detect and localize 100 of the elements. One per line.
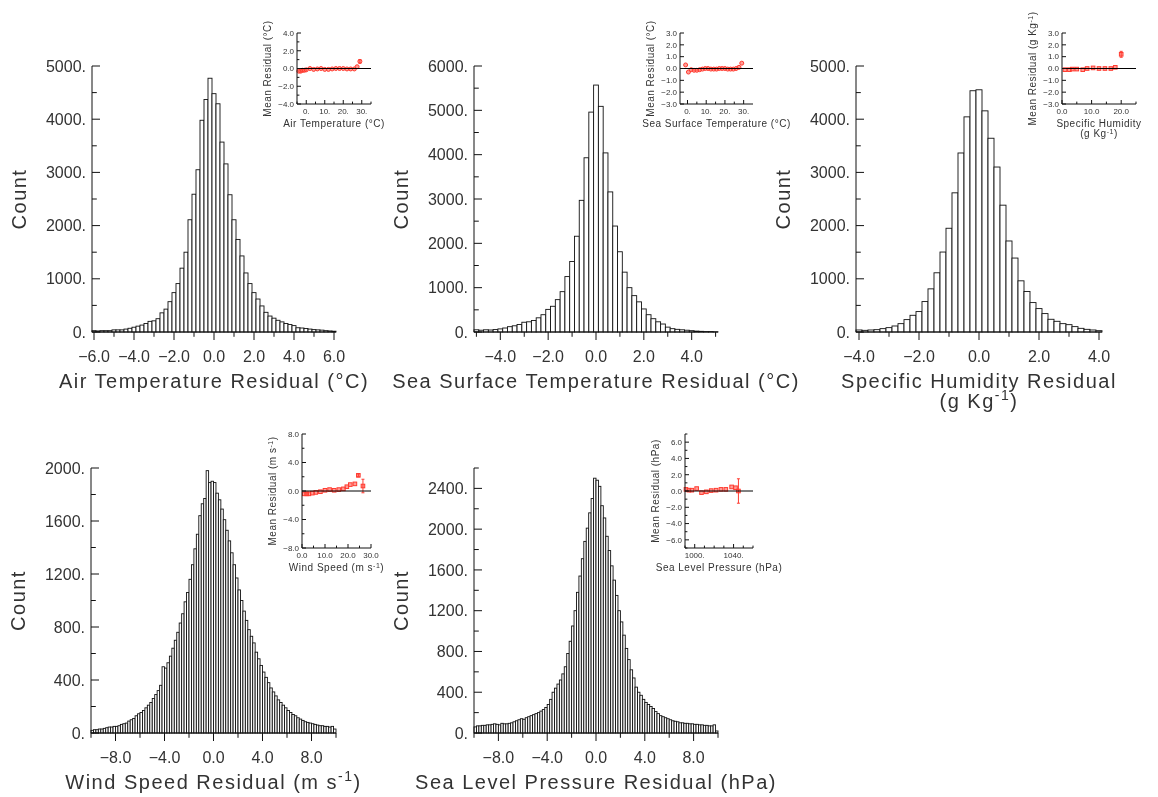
y-tick-label: 2.0	[282, 46, 295, 56]
y-tick-label: 2000.	[44, 459, 85, 477]
x-axis-title: Sea Level Pressure Residual (hPa)	[415, 771, 777, 793]
x-tick-label: 0.0	[584, 749, 608, 766]
y-tick-label: 1200.	[44, 565, 85, 583]
y-tick-label: 0.	[454, 724, 468, 742]
x-axis-title: Specific Humidity (g Kg$^{-1}$)	[1056, 118, 1142, 139]
y-axis-title: Count	[7, 570, 29, 631]
x-tick-label: 20.	[719, 107, 731, 116]
y-axis-title: Mean Residual (hPa)	[650, 439, 661, 543]
y-tick-label: −6.0	[666, 535, 683, 545]
y-tick-label: 3000.	[45, 164, 86, 181]
x-tick-label: 0.0	[1056, 107, 1069, 116]
x-tick-label: 10.	[319, 107, 331, 116]
y-tick-label: 4000.	[809, 110, 850, 128]
y-tick-label: 0.	[71, 724, 85, 742]
x-tick-label: 8.0	[300, 749, 323, 766]
y-tick-label: 1000.	[427, 279, 468, 297]
y-tick-label: 0.0	[1047, 64, 1060, 74]
y-tick-label: 2000.	[45, 217, 86, 235]
y-tick-label: 1200.	[427, 602, 468, 620]
y-tick-label: 800.	[53, 618, 85, 636]
y-tick-label: 1000.	[45, 270, 86, 288]
y-tick-label: −1.0	[661, 76, 678, 86]
y-tick-label: 6000.	[427, 57, 468, 75]
x-tick-label: −4.0	[531, 749, 564, 766]
y-axis-title: Count	[772, 168, 794, 230]
y-tick-label: 0.	[72, 323, 86, 341]
x-tick-label: −4.0	[148, 749, 181, 766]
y-tick-label: 800.	[436, 643, 468, 661]
x-tick-label: −2.0	[158, 348, 190, 365]
x-axis-title: Air Temperature Residual (°C)	[58, 370, 370, 392]
y-tick-label: 2000.	[427, 520, 468, 538]
y-tick-label: 3000.	[809, 164, 850, 181]
x-tick-label: 8.0	[682, 749, 705, 766]
y-tick-label: 5000.	[427, 101, 468, 119]
y-tick-label: −4.0	[283, 515, 300, 525]
x-tick-label: 0.0	[584, 348, 608, 365]
y-axis-title: Count	[390, 570, 412, 631]
x-tick-label: 30.	[356, 107, 368, 116]
y-tick-label: 0.0	[670, 486, 683, 496]
y-tick-label: −3.0	[661, 99, 678, 109]
y-tick-label: 0.0	[287, 486, 300, 496]
x-tick-label: 0.0	[296, 551, 309, 560]
y-tick-label: 2.0	[670, 470, 683, 480]
y-tick-label: 2000.	[809, 217, 850, 235]
x-tick-label: 30.	[738, 107, 750, 116]
x-tick-label: 10.	[700, 107, 712, 116]
y-tick-label: 4.0	[670, 454, 683, 464]
x-tick-label: 2.0	[242, 348, 266, 365]
x-tick-label: 10.0	[1083, 107, 1100, 116]
x-axis-title: Sea Level Pressure (hPa)	[655, 562, 783, 573]
y-tick-label: 8.0	[287, 429, 300, 439]
y-tick-label: 2.0	[665, 40, 678, 50]
x-tick-label: −4.0	[118, 348, 150, 365]
x-tick-label: 20.0	[340, 551, 357, 560]
x-tick-label: 4.0	[1087, 348, 1111, 365]
x-axis-title: Wind Speed Residual (m s$^{-1}$)	[65, 768, 362, 793]
y-tick-label: −2.0	[666, 503, 683, 513]
x-tick-label: 10.0	[317, 551, 334, 560]
y-tick-label: 1.0	[1047, 52, 1060, 62]
y-axis-title: Mean Residual (°C)	[262, 20, 273, 117]
y-tick-label: 400.	[436, 683, 468, 701]
x-tick-label: 6.0	[322, 348, 346, 365]
y-tick-label: 400.	[53, 671, 85, 689]
y-tick-label: 1600.	[427, 561, 468, 579]
x-tick-label: −4.0	[484, 348, 517, 365]
x-axis-title: Air Temperature (°C)	[283, 118, 385, 129]
y-tick-label: 2000.	[427, 234, 468, 252]
y-tick-label: 0.0	[282, 64, 295, 74]
y-tick-label: 3.0	[665, 28, 678, 38]
y-tick-label: 2400.	[427, 479, 468, 497]
x-axis-title: Sea Surface Temperature (°C)	[642, 118, 791, 129]
x-tick-label: 20.	[337, 107, 349, 116]
x-tick-label: 0.0	[967, 348, 991, 365]
y-tick-label: 2.0	[1047, 40, 1060, 50]
y-tick-label: 4000.	[45, 110, 86, 128]
x-axis-title: Sea Surface Temperature Residual (°C)	[392, 370, 800, 392]
y-tick-label: −8.0	[283, 543, 300, 553]
y-axis-title: Count	[390, 168, 412, 230]
x-tick-label: 20.0	[1113, 107, 1130, 116]
y-tick-label: −4.0	[278, 99, 295, 109]
x-tick-label: −2.0	[903, 348, 935, 365]
x-tick-label: 1040.	[723, 551, 744, 560]
x-tick-label: 30.0	[363, 551, 380, 560]
y-tick-label: 4.0	[282, 28, 295, 38]
y-tick-label: −2.0	[1043, 87, 1060, 97]
y-tick-label: 0.	[836, 323, 850, 341]
x-tick-label: −4.0	[843, 348, 875, 365]
x-axis-title: Wind Speed (m s$^{-1}$)	[288, 561, 385, 573]
x-tick-label: 0.	[302, 107, 310, 116]
y-tick-label: 1600.	[44, 512, 85, 530]
y-tick-label: −2.0	[278, 82, 295, 92]
y-tick-label: 5000.	[45, 57, 86, 75]
y-tick-label: −1.0	[1043, 76, 1060, 86]
y-tick-label: −4.0	[666, 519, 683, 529]
y-tick-label: −2.0	[661, 87, 678, 97]
y-tick-label: 1000.	[809, 270, 850, 288]
x-tick-label: −8.0	[99, 749, 132, 766]
x-tick-label: 0.0	[202, 749, 225, 766]
